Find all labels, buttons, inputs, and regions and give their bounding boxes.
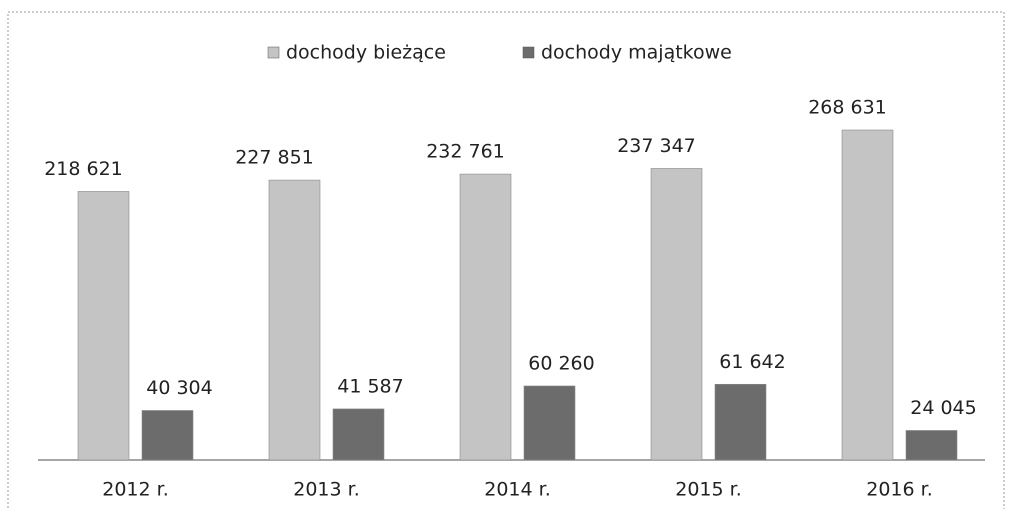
bar xyxy=(714,383,767,461)
value-label: 268 631 xyxy=(808,97,887,119)
bar xyxy=(141,410,194,461)
value-label: 60 260 xyxy=(528,352,594,374)
value-label: 24 045 xyxy=(910,397,976,419)
x-tick-label: 2016 r. xyxy=(866,479,933,501)
legend-label: dochody bieżące xyxy=(286,42,446,64)
legend-swatch xyxy=(267,46,280,59)
value-label: 232 761 xyxy=(426,141,505,163)
value-label: 61 642 xyxy=(719,351,785,373)
x-tick-label: 2013 r. xyxy=(293,479,360,501)
legend-swatch xyxy=(522,46,535,59)
x-tick-label: 2014 r. xyxy=(484,479,551,501)
bar xyxy=(459,173,512,461)
value-label: 40 304 xyxy=(146,377,212,399)
x-tick-label: 2012 r. xyxy=(102,479,169,501)
x-tick-label: 2015 r. xyxy=(675,479,742,501)
value-label: 218 621 xyxy=(44,158,123,180)
bar xyxy=(905,430,958,461)
value-label: 41 587 xyxy=(337,375,403,397)
value-label: 227 851 xyxy=(235,147,314,169)
bar xyxy=(77,191,130,461)
bar xyxy=(650,168,703,461)
legend-label: dochody majątkowe xyxy=(541,42,732,64)
bar xyxy=(268,179,321,461)
bar xyxy=(332,408,385,461)
bar xyxy=(841,129,894,461)
value-label: 237 347 xyxy=(617,135,696,157)
bar xyxy=(523,385,576,461)
